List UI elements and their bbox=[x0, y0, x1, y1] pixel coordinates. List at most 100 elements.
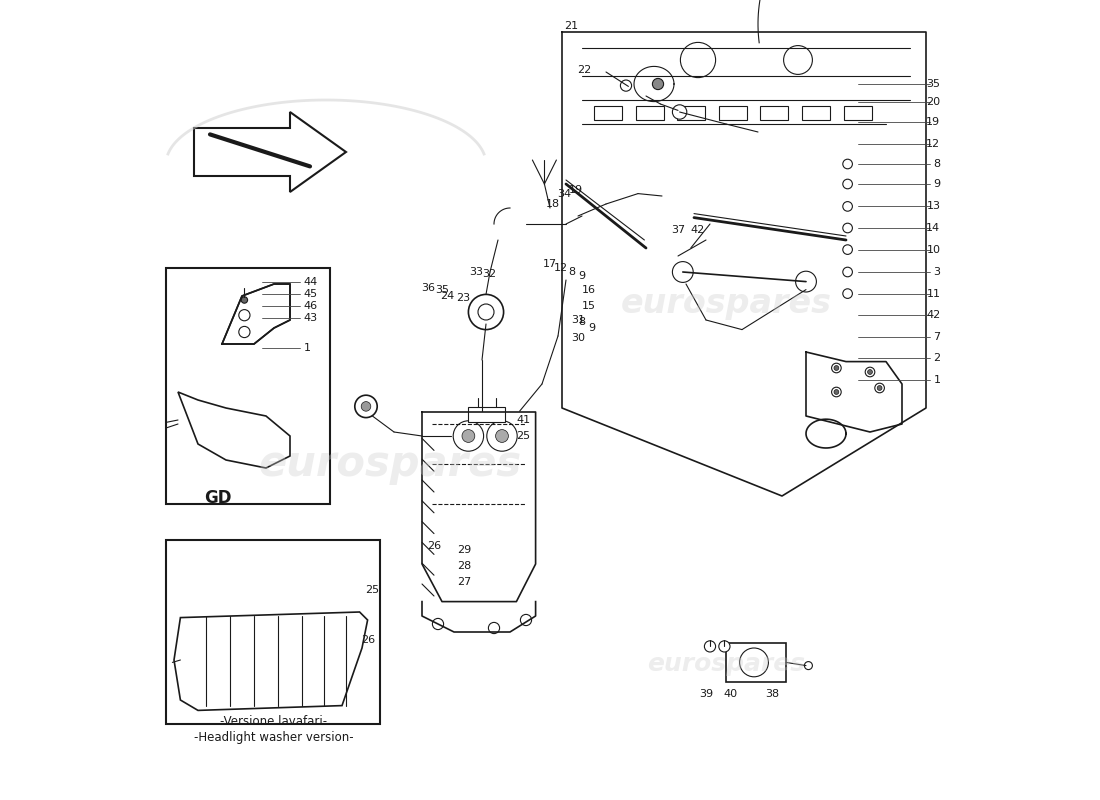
Circle shape bbox=[672, 105, 686, 119]
Text: 13: 13 bbox=[926, 202, 940, 211]
Text: 14: 14 bbox=[926, 223, 940, 233]
Text: 25: 25 bbox=[517, 431, 530, 441]
FancyBboxPatch shape bbox=[166, 268, 330, 504]
Text: 2: 2 bbox=[933, 354, 940, 363]
Circle shape bbox=[843, 289, 852, 298]
Text: 8: 8 bbox=[933, 159, 940, 169]
Text: 30: 30 bbox=[571, 334, 585, 343]
Text: 21: 21 bbox=[564, 22, 579, 31]
Text: 42: 42 bbox=[926, 310, 940, 320]
Circle shape bbox=[832, 387, 842, 397]
Circle shape bbox=[239, 326, 250, 338]
Circle shape bbox=[672, 262, 693, 282]
Text: 36: 36 bbox=[421, 283, 436, 293]
Text: eurospares: eurospares bbox=[647, 652, 805, 676]
Circle shape bbox=[834, 390, 839, 394]
Circle shape bbox=[239, 310, 250, 321]
Text: 44: 44 bbox=[304, 277, 318, 286]
Bar bbox=[718, 106, 747, 120]
Circle shape bbox=[877, 386, 882, 390]
Circle shape bbox=[718, 641, 730, 652]
Text: GD: GD bbox=[205, 489, 232, 506]
Text: 10: 10 bbox=[926, 245, 940, 254]
Text: 16: 16 bbox=[582, 286, 595, 295]
Text: 9: 9 bbox=[933, 179, 940, 189]
Text: 23: 23 bbox=[456, 294, 471, 303]
Text: 17: 17 bbox=[543, 259, 557, 269]
Circle shape bbox=[843, 159, 852, 169]
Circle shape bbox=[804, 662, 813, 670]
Polygon shape bbox=[222, 284, 290, 344]
Circle shape bbox=[241, 297, 248, 303]
Text: 39: 39 bbox=[698, 690, 713, 699]
Circle shape bbox=[620, 80, 631, 91]
Text: 26: 26 bbox=[361, 635, 375, 645]
Text: 35: 35 bbox=[434, 285, 449, 294]
Circle shape bbox=[843, 223, 852, 233]
Text: 7: 7 bbox=[933, 332, 940, 342]
Text: 20: 20 bbox=[926, 98, 940, 107]
Text: 35: 35 bbox=[926, 79, 940, 89]
Bar bbox=[678, 106, 705, 120]
Text: 43: 43 bbox=[304, 313, 318, 322]
Bar bbox=[726, 643, 786, 682]
Text: 29: 29 bbox=[458, 546, 472, 555]
Polygon shape bbox=[174, 612, 367, 710]
Circle shape bbox=[843, 245, 852, 254]
Circle shape bbox=[520, 614, 531, 626]
Text: eurospares: eurospares bbox=[258, 443, 521, 485]
Bar bbox=[636, 106, 663, 120]
Text: 31: 31 bbox=[571, 315, 585, 325]
Polygon shape bbox=[178, 392, 290, 468]
Circle shape bbox=[843, 179, 852, 189]
Circle shape bbox=[496, 430, 508, 442]
Text: 12: 12 bbox=[554, 263, 569, 273]
Circle shape bbox=[843, 267, 852, 277]
Text: 22: 22 bbox=[578, 66, 592, 75]
Text: 9: 9 bbox=[579, 271, 585, 281]
Text: 8: 8 bbox=[568, 267, 575, 277]
Circle shape bbox=[832, 363, 842, 373]
Text: 24: 24 bbox=[440, 291, 454, 301]
Text: 19: 19 bbox=[569, 186, 583, 195]
Text: 19: 19 bbox=[926, 117, 940, 126]
Text: 8: 8 bbox=[579, 317, 585, 326]
Circle shape bbox=[834, 366, 839, 370]
Text: 9: 9 bbox=[588, 323, 595, 333]
Text: -Headlight washer version-: -Headlight washer version- bbox=[195, 731, 354, 744]
Text: eurospares: eurospares bbox=[620, 287, 832, 321]
Text: 32: 32 bbox=[482, 269, 496, 278]
Text: 42: 42 bbox=[691, 225, 705, 234]
Circle shape bbox=[866, 367, 874, 377]
Circle shape bbox=[488, 622, 499, 634]
Text: 27: 27 bbox=[458, 578, 472, 587]
Circle shape bbox=[843, 202, 852, 211]
Circle shape bbox=[868, 370, 872, 374]
Bar bbox=[469, 407, 505, 422]
Text: 40: 40 bbox=[723, 690, 737, 699]
Text: 25: 25 bbox=[365, 586, 380, 595]
Text: 3: 3 bbox=[934, 267, 940, 277]
Text: 15: 15 bbox=[582, 301, 595, 310]
Text: 26: 26 bbox=[427, 541, 441, 550]
Text: 28: 28 bbox=[458, 562, 472, 571]
Text: 12: 12 bbox=[926, 139, 940, 149]
Bar bbox=[802, 106, 830, 120]
Text: 18: 18 bbox=[546, 199, 560, 209]
Text: 38: 38 bbox=[766, 690, 780, 699]
Text: 11: 11 bbox=[926, 289, 940, 298]
Bar bbox=[594, 106, 621, 120]
Text: 1: 1 bbox=[934, 375, 940, 385]
Circle shape bbox=[432, 618, 443, 630]
Bar bbox=[844, 106, 871, 120]
FancyBboxPatch shape bbox=[166, 540, 381, 724]
Text: 1: 1 bbox=[304, 343, 310, 353]
Circle shape bbox=[704, 641, 716, 652]
Circle shape bbox=[795, 271, 816, 292]
Text: 45: 45 bbox=[304, 289, 318, 298]
Text: 41: 41 bbox=[517, 415, 530, 425]
Circle shape bbox=[874, 383, 884, 393]
Text: 34: 34 bbox=[558, 189, 572, 198]
Text: 46: 46 bbox=[304, 301, 318, 310]
Text: -Versione lavafari-: -Versione lavafari- bbox=[220, 715, 328, 728]
